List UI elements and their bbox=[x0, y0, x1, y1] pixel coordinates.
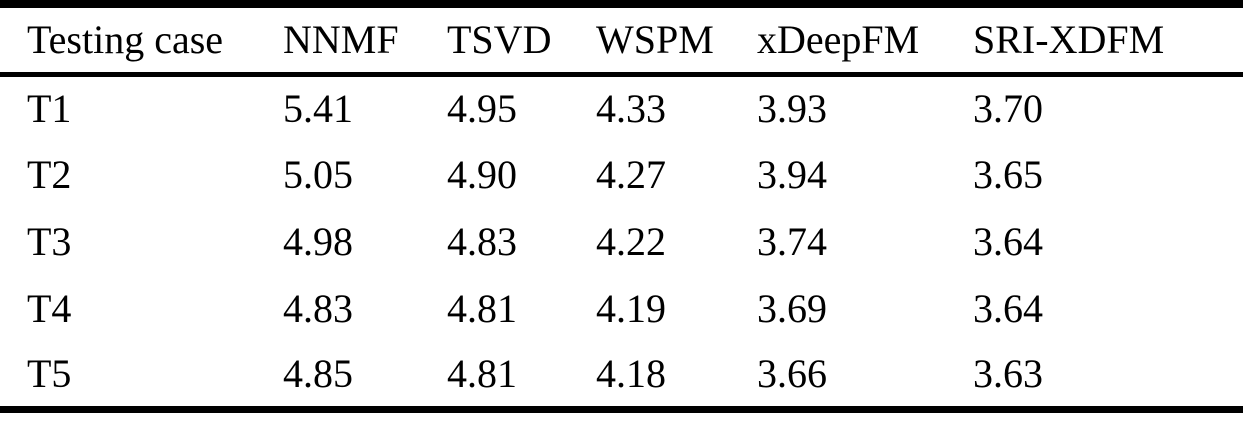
header-cell-xdeepfm: xDeepFM bbox=[757, 4, 973, 77]
table-row: T5 4.85 4.81 4.18 3.66 3.63 bbox=[0, 342, 1243, 409]
value-cell: 4.27 bbox=[596, 151, 666, 197]
value-cell: 4.98 bbox=[283, 218, 353, 264]
table-row: T1 5.41 4.95 4.33 3.93 3.70 bbox=[0, 74, 1243, 141]
row-label-cell: T1 bbox=[27, 85, 72, 131]
value-cell: 4.83 bbox=[283, 285, 353, 331]
value-cell: 4.19 bbox=[596, 285, 666, 331]
value-cell: 4.33 bbox=[596, 85, 666, 131]
value-cell: 4.83 bbox=[447, 218, 517, 264]
value-cell: 5.41 bbox=[283, 85, 353, 131]
row-label-cell: T3 bbox=[27, 218, 72, 264]
table-header-row: Testing case NNMF TSVD WSPM xDeepFM SRI-… bbox=[0, 4, 1243, 77]
table-row: T4 4.83 4.81 4.19 3.69 3.64 bbox=[0, 275, 1243, 342]
value-cell: 4.81 bbox=[447, 350, 517, 396]
header-cell-tsvd: TSVD bbox=[447, 4, 596, 77]
table-row: T2 5.05 4.90 4.27 3.94 3.65 bbox=[0, 141, 1243, 208]
value-cell: 4.85 bbox=[283, 350, 353, 396]
value-cell: 3.64 bbox=[973, 218, 1043, 264]
table-row: T3 4.98 4.83 4.22 3.74 3.64 bbox=[0, 208, 1243, 275]
value-cell: 4.22 bbox=[596, 218, 666, 264]
value-cell: 3.69 bbox=[757, 285, 827, 331]
value-cell: 3.74 bbox=[757, 218, 827, 264]
value-cell: 3.94 bbox=[757, 151, 827, 197]
value-cell: 3.70 bbox=[973, 85, 1043, 131]
value-cell: 4.95 bbox=[447, 85, 517, 131]
header-cell-testing-case: Testing case bbox=[0, 4, 283, 77]
value-cell: 3.63 bbox=[973, 350, 1043, 396]
header-cell-nnmf: NNMF bbox=[283, 4, 447, 77]
row-label-cell: T4 bbox=[27, 285, 72, 331]
header-cell-wspm: WSPM bbox=[596, 4, 757, 77]
value-cell: 4.90 bbox=[447, 151, 517, 197]
value-cell: 3.64 bbox=[973, 285, 1043, 331]
value-cell: 4.81 bbox=[447, 285, 517, 331]
header-cell-sri-xdfm: SRI-XDFM bbox=[973, 4, 1243, 77]
results-table: Testing case NNMF TSVD WSPM xDeepFM SRI-… bbox=[0, 0, 1243, 413]
row-label-cell: T2 bbox=[27, 151, 72, 197]
value-cell: 5.05 bbox=[283, 151, 353, 197]
row-label-cell: T5 bbox=[27, 350, 72, 396]
value-cell: 4.18 bbox=[596, 350, 666, 396]
value-cell: 3.93 bbox=[757, 85, 827, 131]
value-cell: 3.65 bbox=[973, 151, 1043, 197]
value-cell: 3.66 bbox=[757, 350, 827, 396]
